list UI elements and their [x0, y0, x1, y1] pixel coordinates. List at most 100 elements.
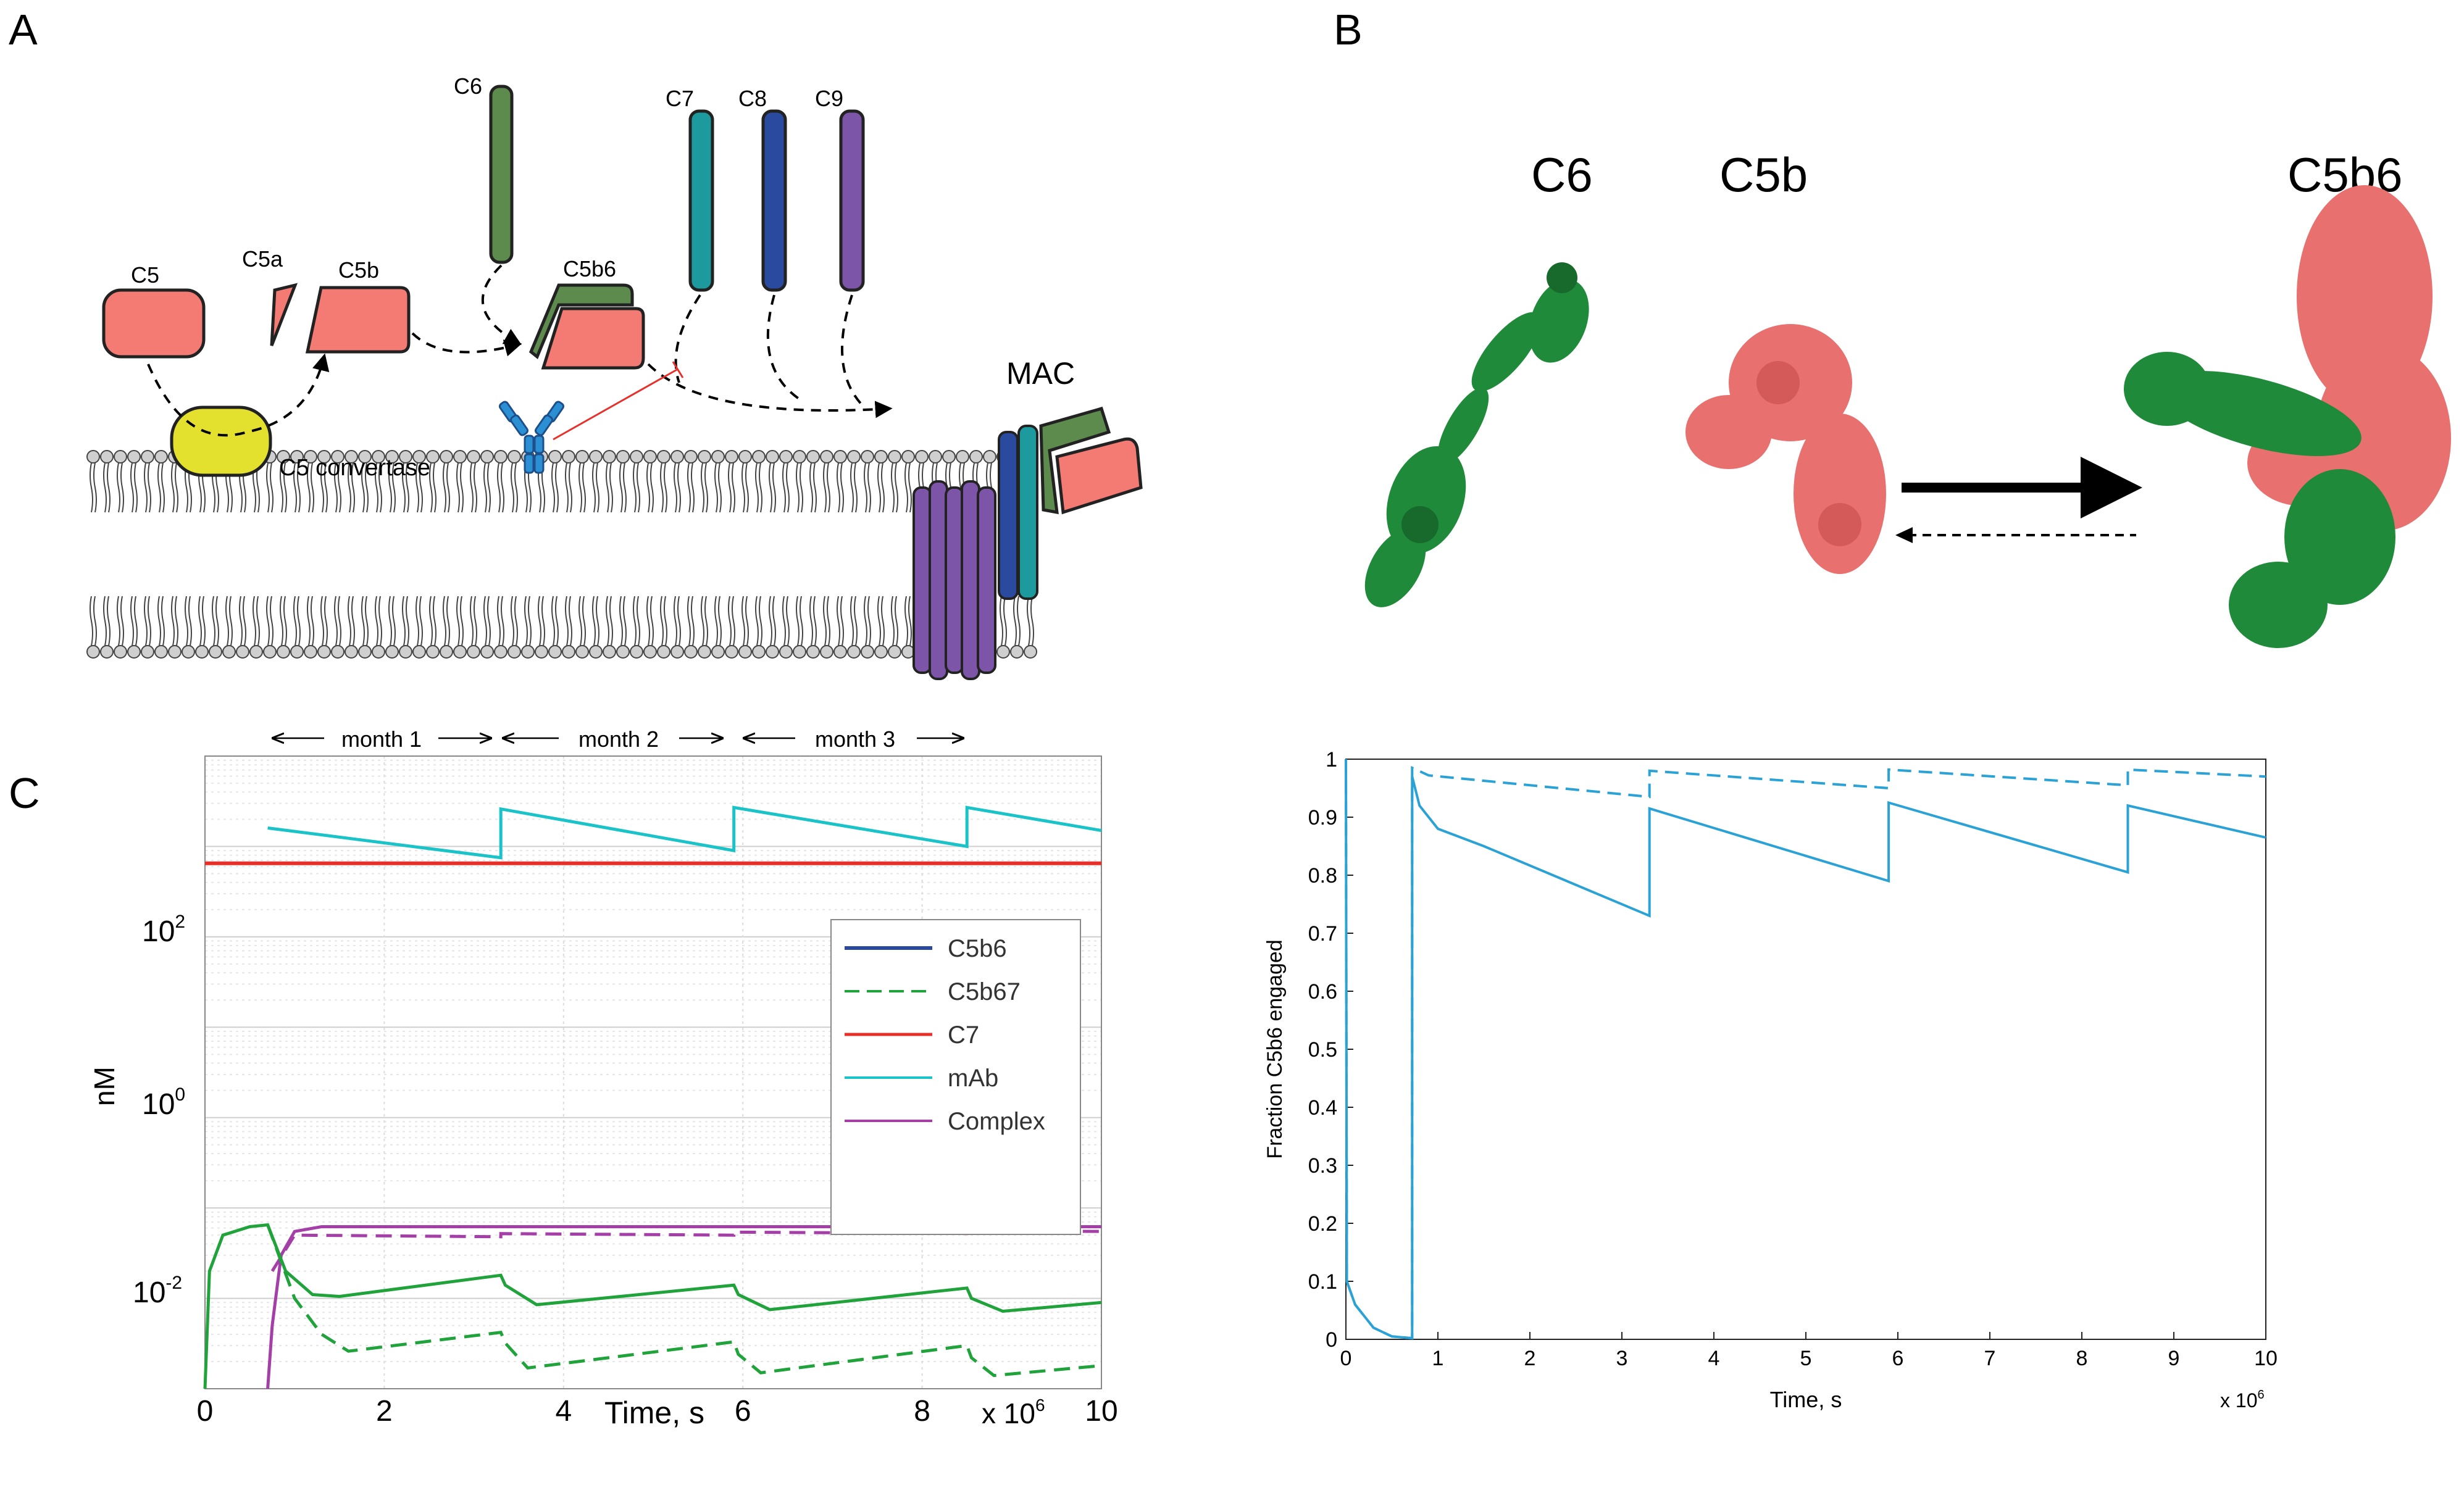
left-xlabel: Time, s [604, 1396, 704, 1430]
left-xtick-label: 6 [735, 1395, 751, 1428]
label-c5b6: C5b6 [563, 256, 616, 281]
left-xtick-label: 0 [197, 1395, 214, 1428]
mac-c8 [998, 431, 1019, 600]
inhibition-line [553, 368, 679, 441]
label-c5a: C5a [242, 246, 283, 272]
c5b6-c6-part [528, 283, 634, 360]
right-ticks: 0 1 2 3 4 5 6 7 8 9 10 0 0.1 0.2 0.3 0.4 0.5 0.6 0.7 0.8 0.9… [1308, 748, 2278, 1370]
antibody-icon [498, 401, 565, 474]
label-c5: C5 [131, 262, 159, 288]
label-b-c6: C6 [1531, 148, 1593, 202]
c5b6-structure [2124, 185, 2451, 648]
right-ytick-label: 0 [1326, 1328, 1337, 1352]
c9-protein [839, 109, 865, 292]
chart-c-right: 0 1 2 3 4 5 6 7 8 9 10 0 0.1 0.2 0.3 0.4 0.5 0.6 0.7 0.8 0.9… [1263, 748, 2278, 1412]
right-xtick-label: 2 [1524, 1347, 1536, 1370]
right-series-dashed [1345, 759, 2266, 1340]
right-xtick-label: 3 [1616, 1347, 1628, 1370]
panel-b-structures: C6 C5b C5b6 [1364, 148, 2451, 648]
chart-c-left: 0 2 4 6 8 10 102 100 10-2 nM Time, s x 106 mo… [88, 726, 1118, 1430]
left-series-1 [267, 805, 1102, 860]
panel-label-a: A [9, 6, 38, 54]
c5-convertase [170, 406, 272, 477]
label-b-c5b: C5b [1719, 148, 1808, 202]
inhibition-bar [672, 361, 684, 378]
label-c5-convertase: C5 convertase [279, 455, 430, 481]
left-xscale: x 106 [982, 1396, 1045, 1429]
right-series-solid [1345, 759, 2266, 1340]
c6-protein [489, 85, 514, 264]
legend-mab: mAb [948, 1065, 998, 1092]
reverse-arrowhead [1895, 527, 1913, 543]
label-c7: C7 [666, 86, 694, 111]
right-ylabel: Fraction C5b6 engaged [1263, 939, 1287, 1158]
right-ytick-label: 0.2 [1308, 1212, 1337, 1236]
annotation-month-2: month 2 [578, 726, 659, 752]
left-ytick-3: 10-2 [133, 1273, 182, 1309]
right-xtick-label: 4 [1708, 1347, 1720, 1370]
panel-label-b: B [1334, 6, 1363, 54]
left-series-2 [266, 1225, 1101, 1389]
right-xscale: x 106 [2220, 1388, 2265, 1412]
mac-pore [913, 480, 996, 680]
right-xtick-label: 9 [2168, 1347, 2180, 1370]
label-c8: C8 [738, 86, 767, 111]
right-xtick-label: 8 [2076, 1347, 2088, 1370]
right-ytick-label: 0.1 [1308, 1270, 1337, 1294]
legend-c5b67: C5b67 [948, 978, 1021, 1005]
right-xlabel: Time, s [1770, 1387, 1842, 1412]
forward-arrowhead [2081, 457, 2142, 518]
left-xticks: 0 2 4 6 8 10 [197, 1395, 1118, 1428]
right-xtick-label: 0 [1340, 1347, 1352, 1370]
right-ytick-label: 0.8 [1308, 864, 1337, 888]
label-c5b: C5b [338, 257, 379, 283]
c5a-fragment [270, 283, 298, 346]
left-xtick-label: 4 [555, 1395, 572, 1428]
right-ytick-label: 1 [1326, 748, 1337, 772]
label-c6: C6 [454, 73, 482, 99]
mac-c5b [1055, 437, 1143, 515]
left-series-group [203, 805, 1102, 1389]
left-series-3 [270, 1229, 1102, 1272]
lipid-bilayer [86, 449, 1037, 659]
right-ytick-label: 0.6 [1308, 980, 1337, 1004]
left-ytick-1: 102 [142, 912, 185, 948]
c7-protein [688, 109, 714, 292]
c8-protein [761, 109, 787, 292]
c5b-structure [1685, 324, 1886, 574]
left-xtick-label: 10 [1085, 1395, 1117, 1428]
c6-structure [1364, 262, 1589, 607]
right-ytick-label: 0.5 [1308, 1038, 1337, 1062]
mac-c6 [1039, 406, 1111, 515]
left-series-5 [266, 1224, 1102, 1378]
legend-c7: C7 [948, 1021, 979, 1049]
left-series-4 [203, 1223, 1102, 1389]
left-ytick-2: 100 [142, 1084, 185, 1121]
right-ytick-label: 0.9 [1308, 806, 1337, 830]
c5b6-c5b-part [541, 307, 645, 370]
annotation-month-1: month 1 [341, 726, 422, 752]
left-xtick-label: 8 [914, 1395, 930, 1428]
right-ytick-label: 0.3 [1308, 1154, 1337, 1178]
right-ytick-label: 0.4 [1308, 1096, 1337, 1120]
right-xtick-label: 10 [2254, 1347, 2278, 1370]
panel-label-c: C [9, 769, 40, 817]
left-ylabel: nM [88, 1067, 120, 1106]
right-xtick-label: 6 [1892, 1347, 1904, 1370]
label-c9: C9 [815, 86, 843, 111]
left-xtick-label: 2 [376, 1395, 393, 1428]
panel-a-schematic: C5 convertase C5 C5a C5b C6 C5b6 C7 C8 C… [86, 73, 1143, 680]
annotation-month-3: month 3 [815, 726, 895, 752]
label-mac: MAC [1006, 356, 1075, 391]
right-series-group [1345, 759, 2266, 1340]
legend-c5b6: C5b6 [948, 935, 1007, 962]
right-xtick-label: 5 [1800, 1347, 1812, 1370]
c5b-protein [305, 286, 411, 354]
left-legend: C5b6 C5b67 C7 mAb Complex [830, 919, 1081, 1235]
right-ytick-label: 0.7 [1308, 922, 1337, 946]
right-xtick-label: 7 [1984, 1347, 1996, 1370]
right-xtick-label: 1 [1432, 1347, 1444, 1370]
legend-complex: Complex [948, 1108, 1045, 1135]
left-plot-frame [204, 755, 1102, 1389]
mac-c7 [1017, 425, 1038, 600]
